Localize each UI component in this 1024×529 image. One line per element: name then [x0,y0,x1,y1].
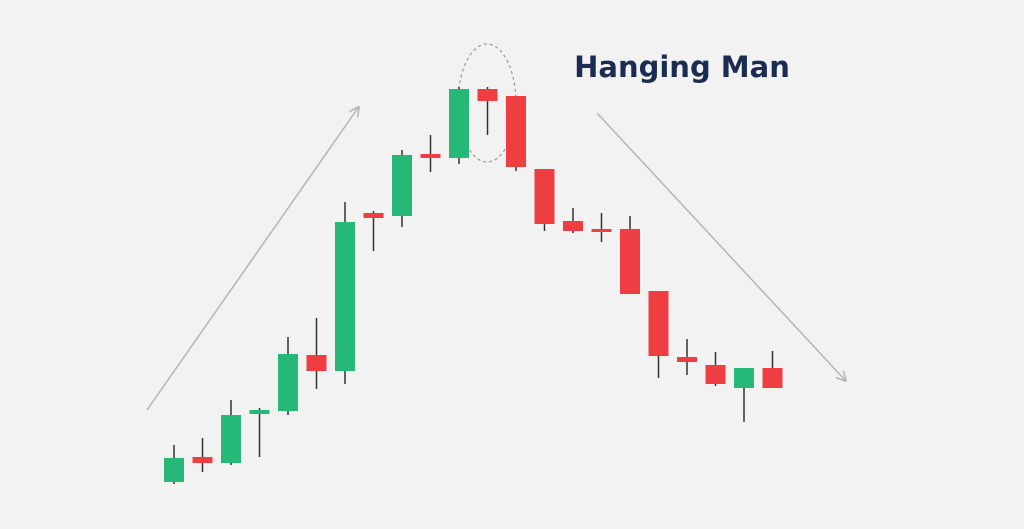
candle-body [477,89,498,101]
candle-body [591,229,612,232]
downtrend-arrow [596,112,845,380]
candle-body [164,458,184,482]
chart-title: Hanging Man [574,50,790,84]
candle-body [449,89,469,158]
candle-body [192,457,213,463]
candle-body [278,354,298,411]
candle-body [363,213,384,218]
candle-body [249,410,270,414]
uptrend-arrow [146,108,358,411]
candle-body [563,221,583,231]
candle-body [221,415,241,463]
candle-body [306,355,327,371]
candle-body [420,154,441,158]
candle-body [734,368,754,388]
candle-body [392,155,412,216]
candle-body [677,357,697,362]
candle-body [335,222,355,371]
candle-body [506,96,526,167]
candle-body [762,368,783,388]
candle-body [705,365,726,384]
candle-body [534,169,555,224]
candle-body [648,291,669,356]
candle-body [620,229,640,294]
